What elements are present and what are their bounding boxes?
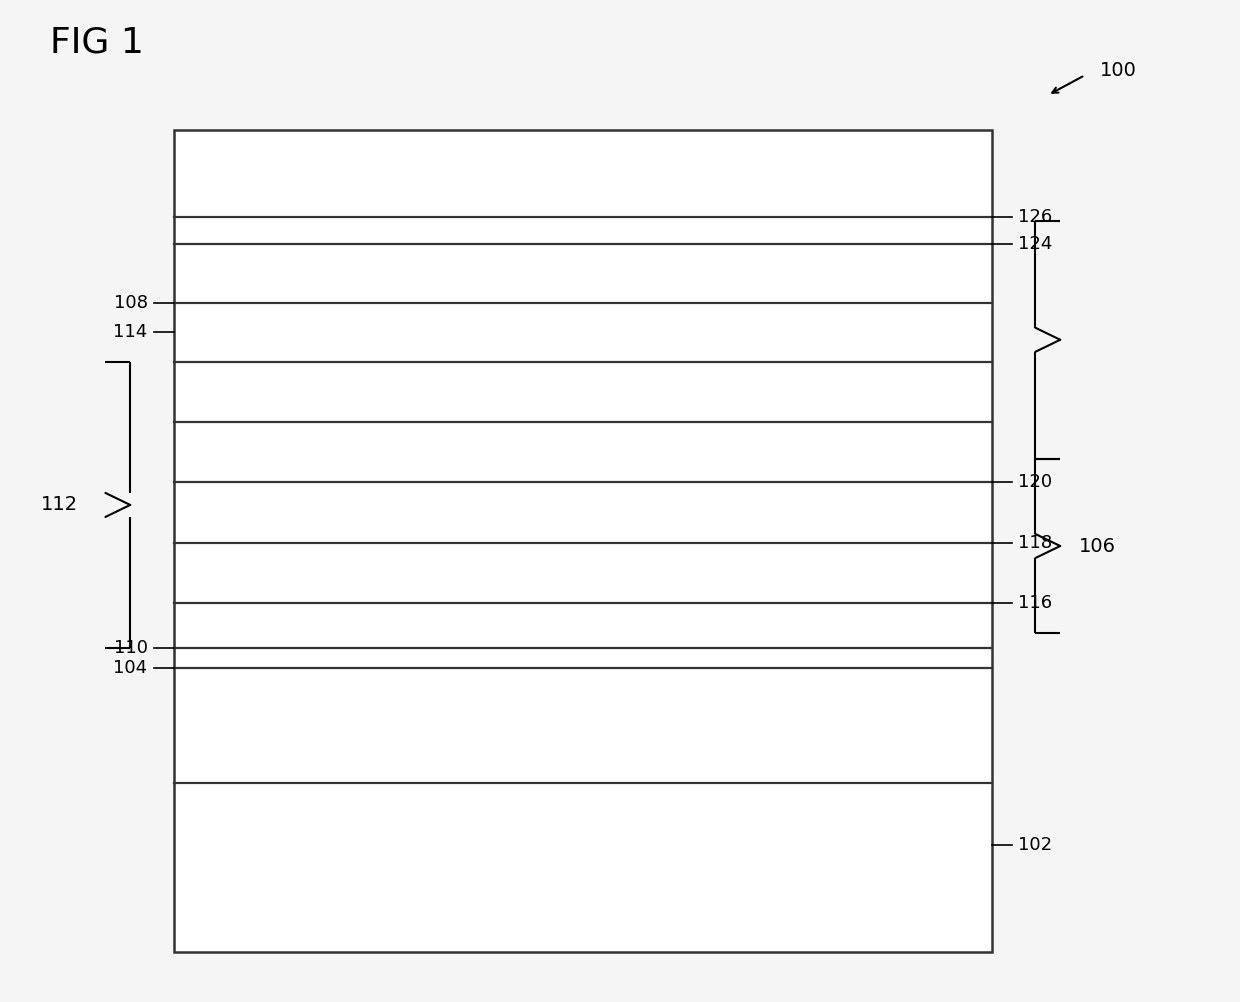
Text: 124: 124 (1018, 234, 1053, 253)
Text: 112: 112 (41, 495, 78, 514)
Text: 118: 118 (1018, 534, 1053, 552)
Text: 120: 120 (1018, 473, 1053, 491)
Text: 104: 104 (113, 659, 148, 677)
Text: 100: 100 (1100, 61, 1137, 79)
Text: 116: 116 (1018, 594, 1053, 611)
Text: FIG 1: FIG 1 (50, 25, 144, 59)
Text: 114: 114 (113, 323, 148, 341)
Text: 102: 102 (1018, 836, 1053, 854)
Bar (174, 130, 992, 952)
Text: 108: 108 (114, 294, 148, 312)
Text: 126: 126 (1018, 207, 1053, 225)
Text: 106: 106 (1079, 536, 1116, 555)
Text: 110: 110 (114, 639, 148, 657)
